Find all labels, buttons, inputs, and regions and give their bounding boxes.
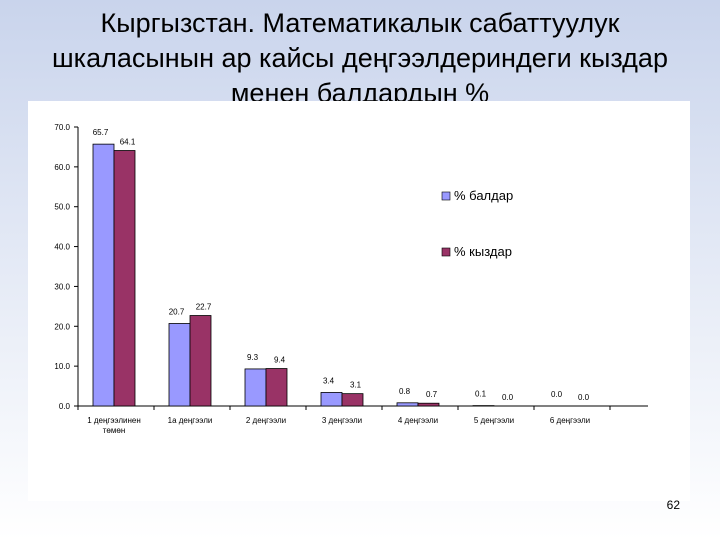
- y-tick-label: 70.0: [54, 123, 70, 132]
- data-label: 64.1: [120, 138, 136, 147]
- legend-swatch-girls: [441, 247, 451, 257]
- data-label: 0.7: [426, 390, 438, 399]
- x-tick-label: 5 деңгээли: [474, 416, 514, 425]
- bar-girls: [113, 150, 136, 407]
- data-label: 0.8: [399, 387, 411, 396]
- y-tick-label: 10.0: [54, 362, 70, 371]
- x-tick-label: 4 деңгээли: [398, 416, 438, 425]
- title-line-1: Кыргызстан. Математикалык сабаттуулук: [100, 8, 620, 38]
- x-tick-label: 6 деңгээли: [550, 416, 590, 425]
- y-tick-label: 0.0: [59, 402, 71, 411]
- y-tick-label: 60.0: [54, 163, 70, 172]
- x-tick-label: 1 деңгээлинен: [87, 416, 141, 425]
- legend-label-girls: % кыздар: [454, 244, 512, 259]
- y-tick-label: 40.0: [54, 243, 70, 252]
- bar-girls: [341, 393, 364, 407]
- bar-girls: [265, 368, 288, 407]
- data-label: 65.7: [93, 128, 109, 137]
- bar-boys: [396, 402, 419, 407]
- legend-label-boys: % балдар: [454, 188, 513, 203]
- data-label: 9.4: [274, 356, 286, 365]
- data-label: 9.3: [247, 353, 259, 362]
- y-tick-label: 20.0: [54, 322, 70, 331]
- data-label: 20.7: [169, 307, 185, 316]
- bar-girls: [189, 315, 212, 407]
- x-tick-label: 1а деңгээли: [168, 416, 213, 425]
- data-label: 0.0: [551, 390, 563, 399]
- x-tick-label: төмөн: [103, 426, 125, 435]
- y-tick-label: 50.0: [54, 203, 70, 212]
- y-tick-label: 30.0: [54, 282, 70, 291]
- bar-boys: [168, 323, 191, 407]
- title-line-2: шкаласынын ар кайсы деңгээлдериндеги кыз…: [52, 43, 668, 73]
- chart-panel: [28, 101, 690, 501]
- bar-girls: [417, 402, 440, 407]
- bar-boys: [92, 143, 115, 407]
- slide-title: Кыргызстан. Математикалык сабаттуулук шк…: [0, 6, 720, 111]
- x-tick-label: 2 деңгээли: [246, 416, 286, 425]
- data-label: 0.1: [475, 390, 487, 399]
- legend-swatch-boys: [441, 191, 451, 201]
- bar-chart: 0.0 10.0 20.0 30.0 40.0 50.0 60.0 70.0 1 деңгээл…: [54, 123, 648, 435]
- bar-boys: [320, 392, 343, 407]
- data-label: 22.7: [196, 303, 212, 312]
- data-label: 3.1: [350, 381, 362, 390]
- page-number: 62: [666, 498, 680, 512]
- data-label: 0.0: [578, 393, 590, 402]
- bar-boys: [244, 368, 267, 407]
- data-label: 3.4: [323, 376, 335, 385]
- x-tick-label: 3 деңгээли: [322, 416, 362, 425]
- data-label: 0.0: [502, 393, 514, 402]
